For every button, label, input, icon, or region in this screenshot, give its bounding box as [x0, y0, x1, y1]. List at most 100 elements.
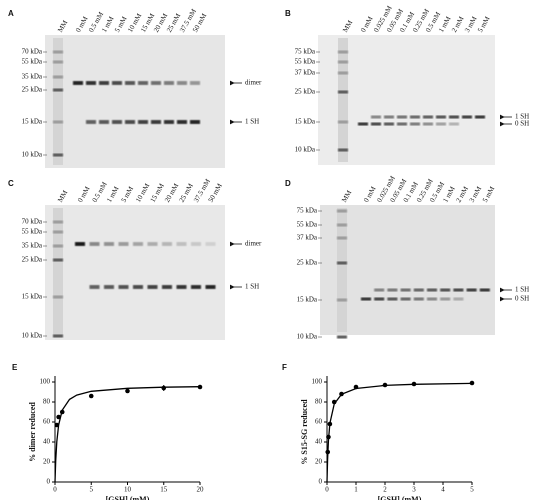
- band: [99, 81, 109, 85]
- kda-label: 35 kDa: [22, 73, 43, 81]
- point: [411, 381, 417, 387]
- band: [436, 122, 446, 126]
- band: [138, 120, 148, 124]
- x-tick-label: 5: [90, 486, 94, 494]
- annotation: 1 SH: [245, 283, 259, 291]
- band: [118, 242, 129, 246]
- marker-band: [337, 223, 347, 227]
- x-tick-label: 10: [124, 486, 132, 494]
- y-tick-label: 100: [40, 378, 51, 386]
- band: [374, 297, 385, 301]
- annotation: 0 SH: [515, 295, 529, 303]
- lane-label: 5 mM: [481, 184, 497, 203]
- marker-band: [53, 295, 63, 299]
- band: [164, 81, 174, 85]
- band: [384, 122, 394, 126]
- kda-label: 35 kDa: [22, 242, 43, 250]
- band: [384, 115, 394, 119]
- band: [151, 120, 161, 124]
- band: [125, 81, 135, 85]
- marker-band: [338, 50, 348, 54]
- annotation: 1 SH: [245, 118, 259, 126]
- band: [479, 288, 490, 292]
- band: [205, 242, 216, 246]
- panel-label: B: [285, 9, 291, 18]
- marker-band: [337, 298, 347, 302]
- band: [449, 115, 459, 119]
- kda-label: 55 kDa: [295, 58, 316, 66]
- band: [397, 115, 407, 119]
- band: [75, 242, 85, 246]
- band: [413, 297, 424, 301]
- marker-band: [338, 148, 348, 152]
- band: [162, 242, 172, 246]
- x-tick-label: 4: [441, 486, 445, 494]
- band: [133, 285, 143, 289]
- band: [176, 242, 187, 246]
- kda-label: 75 kDa: [297, 207, 318, 215]
- band: [427, 288, 437, 292]
- x-tick-label: 0: [325, 486, 329, 494]
- band: [133, 242, 143, 246]
- band: [410, 122, 420, 126]
- point: [326, 434, 331, 440]
- marker-band: [338, 90, 348, 94]
- kda-label: 37 kDa: [297, 234, 318, 242]
- band: [86, 81, 96, 85]
- band: [440, 297, 451, 301]
- marker-band: [337, 209, 347, 213]
- marker-band: [337, 236, 347, 240]
- x-tick-label: 5: [470, 486, 474, 494]
- band: [138, 81, 148, 85]
- band: [177, 81, 187, 85]
- x-tick-label: 1: [354, 486, 358, 494]
- point: [339, 391, 344, 397]
- x-axis-label: [GSH] (mM): [106, 495, 150, 500]
- y-tick-label: 40: [43, 438, 51, 446]
- marker-label: MM: [56, 18, 70, 33]
- marker-band: [53, 50, 63, 54]
- marker-band: [53, 220, 63, 224]
- marker-lane: [53, 38, 63, 165]
- y-tick-label: 80: [43, 398, 51, 406]
- y-tick-label: 0: [47, 478, 51, 486]
- band: [475, 115, 485, 119]
- band: [191, 242, 201, 246]
- y-tick-label: 60: [43, 418, 51, 426]
- x-axis-label: [GSH] (mM): [378, 495, 422, 500]
- kda-label: 25 kDa: [295, 88, 316, 96]
- band: [371, 122, 381, 126]
- panel-label: E: [12, 363, 18, 372]
- kda-label: 10 kDa: [22, 151, 43, 159]
- gel: [320, 205, 495, 335]
- point: [382, 382, 388, 388]
- band: [387, 288, 398, 292]
- band: [453, 297, 464, 301]
- band: [112, 81, 122, 85]
- marker-band: [53, 230, 63, 234]
- x-tick-label: 15: [160, 486, 168, 494]
- band: [104, 285, 114, 289]
- band: [413, 288, 424, 292]
- band: [99, 120, 109, 124]
- point: [353, 384, 359, 390]
- marker-lane: [53, 208, 63, 337]
- y-tick-label: 0: [319, 478, 323, 486]
- band: [358, 122, 368, 126]
- marker-label: MM: [341, 18, 355, 33]
- band: [427, 297, 437, 301]
- kda-label: 70 kDa: [22, 48, 43, 56]
- point: [125, 388, 130, 394]
- band: [453, 288, 464, 292]
- x-tick-label: 2: [383, 486, 387, 494]
- band: [190, 81, 200, 85]
- point: [59, 409, 65, 415]
- band: [397, 122, 407, 126]
- band: [400, 297, 411, 301]
- y-tick-label: 80: [315, 398, 323, 406]
- band: [164, 120, 174, 124]
- marker-band: [53, 60, 63, 64]
- band: [177, 120, 187, 124]
- band: [440, 288, 451, 292]
- y-axis-label: % dimer reduced: [28, 402, 37, 462]
